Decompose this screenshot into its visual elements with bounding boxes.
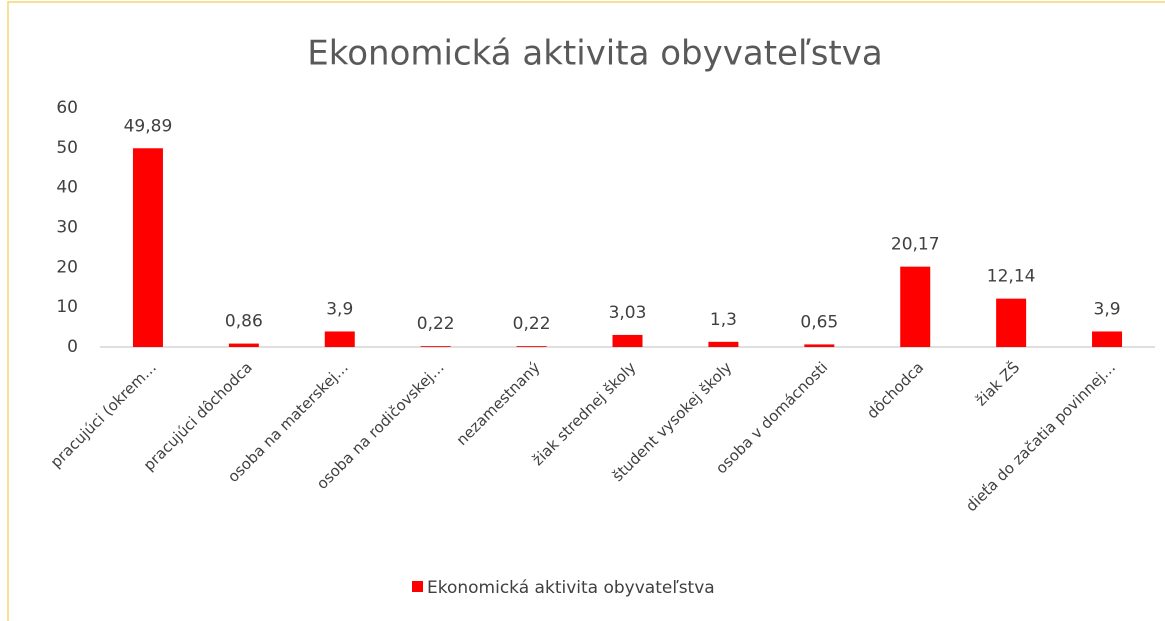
x-tick-label: žiak strednej školy [529,358,640,469]
bar [1092,331,1123,347]
value-label: 3,9 [326,299,353,319]
value-label: 12,14 [987,267,1036,287]
value-label: 49,89 [124,116,173,136]
value-label: 0,22 [513,314,551,334]
bar [804,344,835,347]
value-label: 20,17 [891,235,940,255]
y-tick-label: 30 [56,218,78,238]
bar [228,343,259,347]
y-tick-label: 0 [67,337,78,357]
frame [7,1,1165,621]
chart-title: Ekonomická aktivita obyvateľstva [307,34,882,74]
x-tick-label: pracujúci dôchodca [140,358,256,474]
bar [612,334,643,347]
bar [516,346,547,347]
bar [132,148,163,347]
y-tick-label: 50 [56,138,78,158]
legend-swatch [412,581,423,592]
value-label: 0,65 [800,312,838,332]
x-tick-label: dôchodca [863,358,927,422]
y-tick-label: 40 [56,178,78,198]
bar [324,331,355,347]
y-tick-label: 20 [56,257,78,277]
x-tick-label: nezamestnaný [453,358,544,449]
value-label: 3,9 [1094,299,1121,319]
y-tick-label: 60 [56,98,78,118]
x-tick-label: žiak ZŠ [971,358,1023,410]
bar [420,346,451,347]
y-tick-label: 10 [56,297,78,317]
value-label: 1,3 [710,310,737,330]
legend-label: Ekonomická aktivita obyvateľstva [427,578,715,598]
x-tick-label: pracujúci (okrem… [47,358,160,471]
bar [900,266,931,347]
bar [708,341,739,347]
value-label: 3,03 [609,303,647,323]
bar [996,298,1027,347]
value-label: 0,86 [225,312,263,332]
value-label: 0,22 [417,314,455,334]
